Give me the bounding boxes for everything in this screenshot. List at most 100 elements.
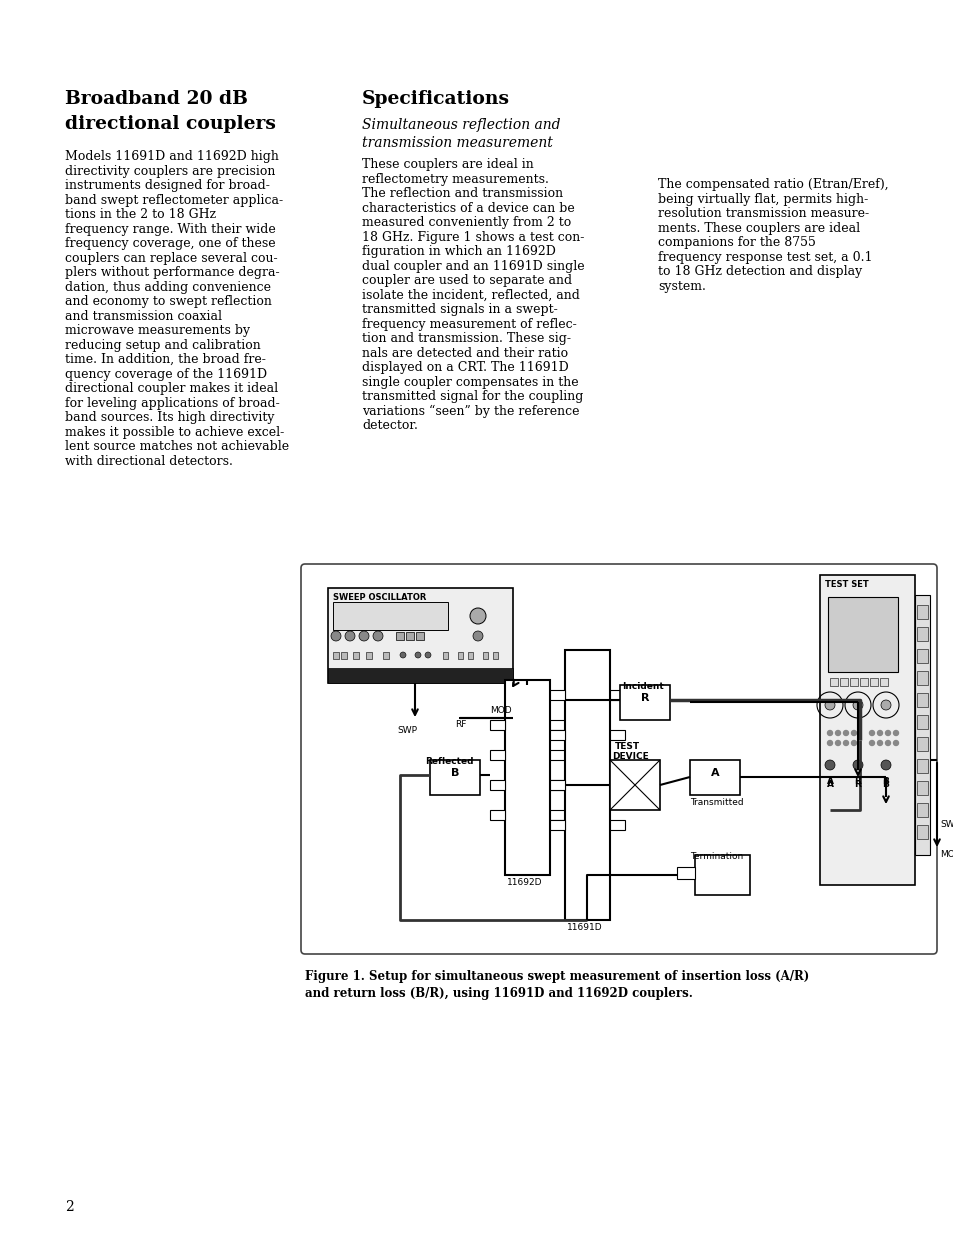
Text: directivity couplers are precision: directivity couplers are precision [65,164,275,178]
Bar [366,652,372,659]
Circle shape [824,760,834,769]
Text: TEST: TEST [615,742,639,751]
Text: R: R [640,693,649,703]
Bar [916,715,927,729]
Bar [490,750,504,760]
Text: The compensated ratio (Etran/Eref),: The compensated ratio (Etran/Eref), [658,178,887,191]
Circle shape [358,631,369,641]
Bar [859,678,867,685]
Bar [490,720,504,730]
Circle shape [851,741,856,746]
Text: frequency coverage, one of these: frequency coverage, one of these [65,237,275,249]
Circle shape [470,608,485,624]
Text: and economy to swept reflection: and economy to swept reflection [65,295,272,308]
Bar [353,652,358,659]
Text: TEST SET: TEST SET [824,580,868,589]
Bar [333,601,448,630]
Text: DEVICE: DEVICE [612,752,648,761]
Text: B: B [451,768,458,778]
Text: B: B [882,781,888,789]
Bar [695,855,749,895]
Text: Specifications: Specifications [361,90,510,107]
Bar [416,632,423,640]
Bar [340,652,347,659]
Text: Incident: Incident [621,682,663,692]
Circle shape [835,730,840,736]
Bar [916,760,927,773]
Bar [328,588,513,683]
Text: coupler are used to separate and: coupler are used to separate and [361,274,572,287]
Text: Models 11691D and 11692D high: Models 11691D and 11692D high [65,149,278,163]
Bar [916,650,927,663]
Text: resolution transmission measure-: resolution transmission measure- [658,207,868,220]
Text: Broadband 20 dB: Broadband 20 dB [65,90,248,107]
Text: plers without performance degra-: plers without performance degra- [65,266,279,279]
Bar [916,693,927,706]
Text: frequency measurement of reflec-: frequency measurement of reflec- [361,317,577,331]
Text: ments. These couplers are ideal: ments. These couplers are ideal [658,221,860,235]
Text: detector.: detector. [361,419,417,432]
Text: B: B [882,777,888,785]
Text: Simultaneous reflection and: Simultaneous reflection and [361,119,560,132]
Text: single coupler compensates in the: single coupler compensates in the [361,375,578,389]
Text: transmission measurement: transmission measurement [361,136,553,149]
Circle shape [877,741,882,746]
Bar [550,730,564,740]
Circle shape [880,700,890,710]
Text: for leveling applications of broad-: for leveling applications of broad- [65,396,279,410]
Circle shape [835,741,840,746]
Bar [849,678,857,685]
Bar [916,825,927,839]
Bar [916,605,927,619]
Circle shape [884,741,889,746]
Bar [820,576,914,885]
Bar [914,595,929,855]
Circle shape [826,741,832,746]
Bar [619,685,669,720]
Text: variations “seen” by the reference: variations “seen” by the reference [361,405,578,417]
Bar [406,632,414,640]
Text: frequency response test set, a 0.1: frequency response test set, a 0.1 [658,251,872,263]
Bar [916,627,927,641]
Circle shape [880,760,890,769]
Text: dation, thus adding convenience: dation, thus adding convenience [65,280,271,294]
FancyBboxPatch shape [301,564,936,953]
Text: transmitted signals in a swept-: transmitted signals in a swept- [361,303,558,316]
Bar [564,650,609,920]
Text: instruments designed for broad-: instruments designed for broad- [65,179,270,191]
Text: frequency range. With their wide: frequency range. With their wide [65,222,275,236]
Text: R: R [854,777,861,785]
Text: displayed on a CRT. The 11691D: displayed on a CRT. The 11691D [361,361,568,374]
Bar [550,750,564,760]
Text: Reflected: Reflected [424,757,473,766]
Bar [468,652,473,659]
Circle shape [373,631,382,641]
Bar [689,760,740,795]
Text: system.: system. [658,279,705,293]
Bar [382,652,389,659]
Bar [840,678,847,685]
Text: 11692D: 11692D [506,878,542,887]
Text: reducing setup and calibration: reducing setup and calibration [65,338,260,352]
Text: band sources. Its high directivity: band sources. Its high directivity [65,411,274,424]
Bar [395,632,403,640]
Text: and transmission coaxial: and transmission coaxial [65,310,222,322]
Circle shape [399,652,406,658]
Bar [916,781,927,795]
Text: quency coverage of the 11691D: quency coverage of the 11691D [65,368,267,380]
Text: The reflection and transmission: The reflection and transmission [361,186,562,200]
Bar [430,760,479,795]
Circle shape [331,631,340,641]
Text: SWP: SWP [396,726,416,735]
Circle shape [851,730,856,736]
Text: Termination: Termination [689,852,742,861]
Bar [677,867,695,879]
Bar [609,690,624,700]
Text: measured conveniently from 2 to: measured conveniently from 2 to [361,216,571,228]
Text: microwave measurements by: microwave measurements by [65,324,250,337]
Text: lent source matches not achievable: lent source matches not achievable [65,440,289,453]
Text: R: R [854,781,861,789]
Circle shape [852,760,862,769]
Bar [328,668,513,683]
Circle shape [473,631,482,641]
